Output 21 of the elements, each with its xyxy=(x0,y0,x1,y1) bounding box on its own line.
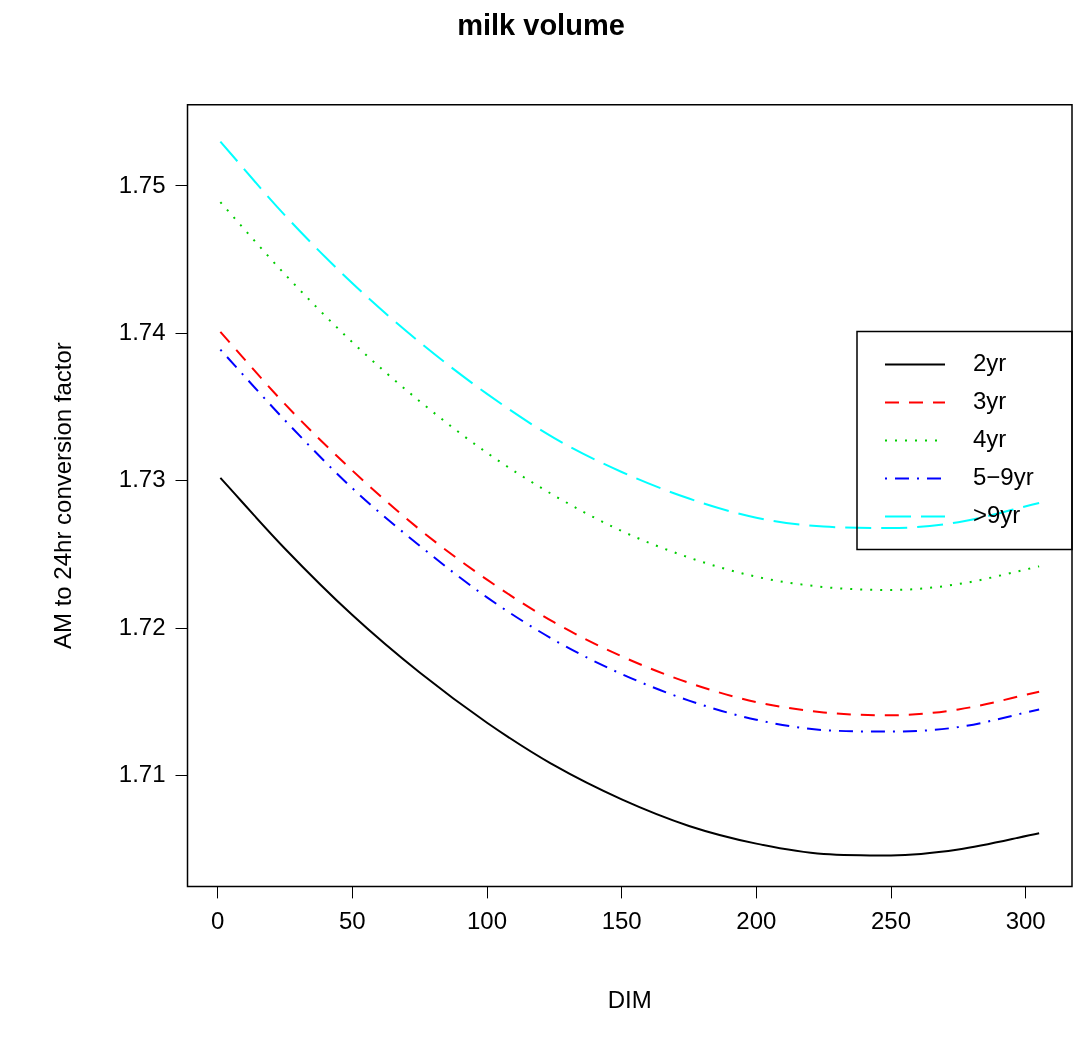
y-tick-label: 1.74 xyxy=(118,318,166,346)
line-series xyxy=(219,140,1041,530)
y-tick-label: 1.71 xyxy=(118,760,166,788)
y-axis-title: AM to 24hr conversion factor xyxy=(49,342,77,650)
x-tick-label: 300 xyxy=(1005,907,1046,935)
legend-label: 3yr xyxy=(973,387,1007,415)
x-tick-label: 50 xyxy=(338,907,366,935)
chart-title: milk volume xyxy=(457,9,625,42)
x-tick-label: 150 xyxy=(601,907,642,935)
legend-label: 5−9yr xyxy=(973,463,1034,491)
y-tick-label: 1.72 xyxy=(118,612,166,640)
x-tick-label: 200 xyxy=(736,907,777,935)
legend-label: 2yr xyxy=(973,349,1007,377)
y-tick-label: 1.73 xyxy=(118,465,166,493)
x-axis-title: DIM xyxy=(607,986,652,1014)
y-tick-label: 1.75 xyxy=(118,170,166,198)
x-tick-label: 250 xyxy=(870,907,912,935)
line-series xyxy=(219,201,1041,591)
x-tick-label: 100 xyxy=(466,907,508,935)
legend-label: 4yr xyxy=(973,425,1007,453)
x-tick-label: 0 xyxy=(211,907,225,935)
